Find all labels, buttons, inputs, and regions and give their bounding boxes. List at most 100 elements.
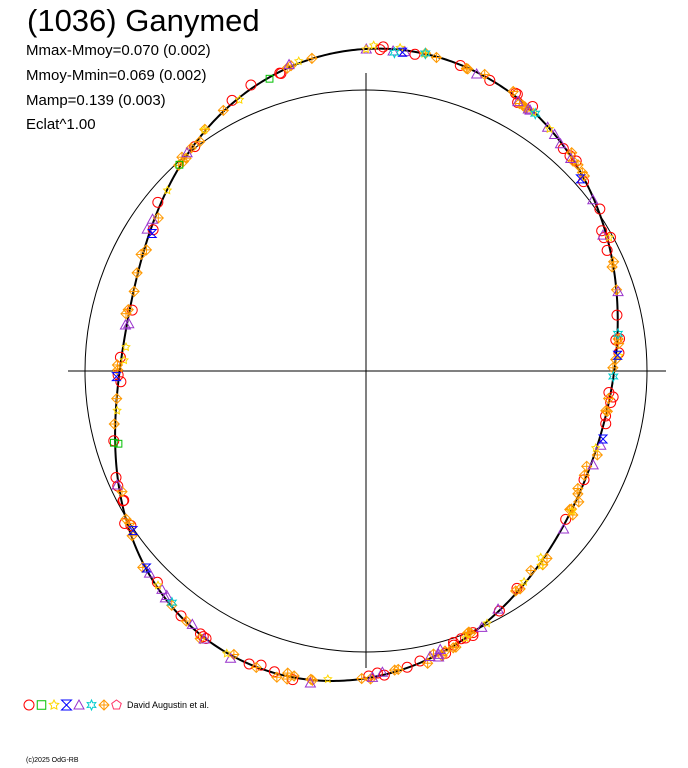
data-point <box>135 248 147 261</box>
reference-circle-shape <box>84 89 648 653</box>
data-point <box>610 334 622 346</box>
data-point <box>128 285 140 298</box>
data-point <box>450 641 462 653</box>
legend-symbol-star <box>48 698 60 710</box>
data-point <box>604 231 616 243</box>
data-point <box>597 434 609 444</box>
legend-credit: David Augustin et al. <box>127 700 210 710</box>
data-point <box>612 350 623 360</box>
data-point <box>125 520 137 532</box>
copyright-text: (c)2025 OdG-RB <box>26 757 79 764</box>
data-point <box>587 458 599 470</box>
data-point <box>306 52 318 65</box>
data-point <box>114 439 123 448</box>
data-point <box>522 102 535 114</box>
data-point <box>454 59 466 71</box>
data-point <box>111 479 124 490</box>
stat-mamp: Mamp=0.139 (0.003) <box>26 92 166 109</box>
data-point <box>274 67 286 79</box>
data-points <box>108 40 626 688</box>
data-point <box>612 327 624 341</box>
legend-symbol-square <box>36 700 47 710</box>
data-point <box>156 583 168 594</box>
data-point <box>283 58 295 70</box>
data-point <box>612 285 624 297</box>
data-point <box>166 596 178 609</box>
data-point <box>361 44 371 54</box>
legend-symbol-hourglass <box>60 699 73 711</box>
data-point <box>586 193 599 205</box>
data-point <box>265 74 274 83</box>
data-point <box>287 674 299 686</box>
data-point <box>141 223 154 234</box>
data-point <box>197 631 209 643</box>
data-point <box>389 46 400 59</box>
data-point <box>512 95 524 107</box>
data-point <box>140 244 153 256</box>
data-point <box>131 267 143 279</box>
data-point <box>109 438 118 447</box>
data-point <box>424 650 436 662</box>
data-point <box>198 632 211 644</box>
data-point <box>162 185 173 195</box>
data-point <box>511 88 523 100</box>
data-point <box>108 418 121 430</box>
data-point <box>536 560 546 570</box>
data-point <box>111 372 122 382</box>
data-point <box>180 615 192 627</box>
data-point <box>221 648 232 658</box>
legend-symbol-diamond-cross <box>98 699 110 711</box>
reference-circle <box>84 89 648 653</box>
data-point <box>153 580 163 590</box>
data-point <box>119 318 132 330</box>
data-point <box>607 370 619 383</box>
data-point <box>122 303 134 316</box>
data-point <box>604 232 615 242</box>
data-point <box>605 396 617 408</box>
data-point <box>460 633 471 643</box>
data-point <box>397 47 408 57</box>
data-point <box>152 196 164 208</box>
data-point <box>596 225 608 237</box>
data-point <box>606 261 618 273</box>
data-point <box>600 418 612 430</box>
data-point <box>439 645 451 657</box>
data-point <box>250 661 262 674</box>
data-point <box>535 552 546 562</box>
data-point <box>591 449 604 461</box>
data-point <box>434 643 447 654</box>
data-point <box>557 522 570 534</box>
data-point <box>567 506 577 516</box>
plot-axes <box>68 73 666 668</box>
data-point <box>419 47 431 60</box>
data-point <box>366 671 379 682</box>
data-point <box>181 146 193 158</box>
data-point <box>554 137 567 149</box>
legend-symbols <box>23 698 122 712</box>
data-point <box>541 552 553 565</box>
data-point <box>159 591 172 603</box>
data-point <box>112 405 122 415</box>
data-point <box>421 657 434 669</box>
data-point <box>368 40 379 50</box>
data-point <box>374 44 386 56</box>
data-point <box>322 673 333 684</box>
data-point <box>432 648 445 659</box>
data-point <box>293 56 304 66</box>
data-point <box>271 671 283 683</box>
data-point <box>548 128 561 139</box>
data-point <box>478 68 491 81</box>
data-point <box>525 564 537 577</box>
data-point <box>519 576 529 586</box>
data-point <box>597 229 609 240</box>
data-point <box>581 460 593 473</box>
data-point <box>432 650 445 662</box>
chart-title: (1036) Ganymed <box>27 3 260 38</box>
data-point <box>507 85 519 98</box>
data-point <box>143 567 156 578</box>
data-point <box>355 672 368 685</box>
stat-mmoy-mmin: Mmoy-Mmin=0.069 (0.002) <box>26 67 207 84</box>
data-point <box>122 317 135 329</box>
stat-eclat: Eclat^1.00 <box>26 116 96 133</box>
data-point <box>484 74 496 86</box>
